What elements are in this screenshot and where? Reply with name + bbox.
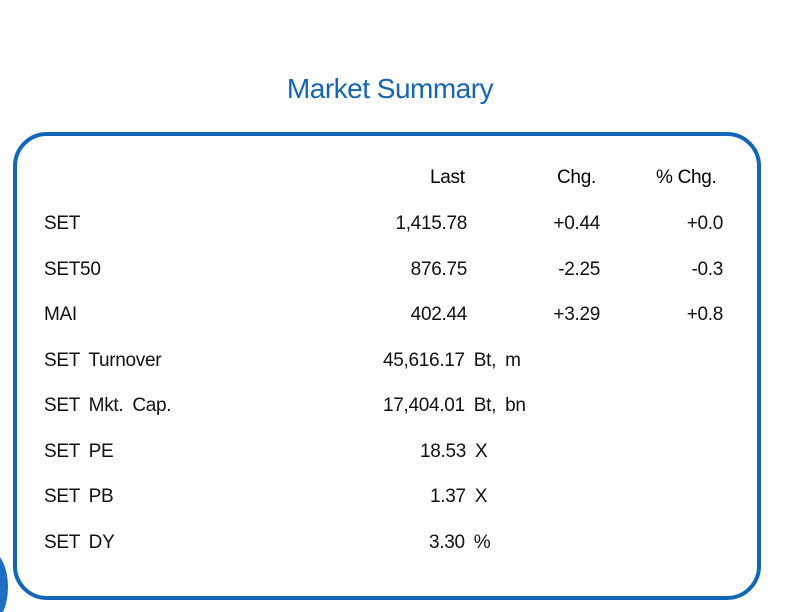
header-pct-chg: % Chg. xyxy=(656,167,717,188)
stat-value: 18.53 X xyxy=(420,441,488,462)
stat-value: 3.30 % xyxy=(429,532,491,553)
stat-name: SET DY xyxy=(44,532,115,553)
stat-value: 1.37 X xyxy=(430,486,488,507)
index-pct-chg: +0.0 xyxy=(686,213,724,234)
stat-name: SET PB xyxy=(44,486,114,507)
index-last: 402.44 xyxy=(410,304,468,325)
page-title: Market Summary xyxy=(286,73,494,104)
index-chg: +0.44 xyxy=(553,213,600,234)
header-chg: Chg. xyxy=(557,167,596,188)
index-last: 876.75 xyxy=(410,259,468,280)
stat-name: SET Turnover xyxy=(44,350,162,371)
stat-value: 45,616.17 Bt, m xyxy=(383,350,521,371)
index-name: SET50 xyxy=(44,259,101,280)
stat-name: SET PE xyxy=(44,441,114,462)
summary-panel xyxy=(13,132,761,600)
index-name: SET xyxy=(44,213,81,234)
index-chg: -2.25 xyxy=(558,259,600,280)
index-name: MAI xyxy=(44,304,77,325)
decorative-corner-shape xyxy=(0,552,8,612)
index-last: 1,415.78 xyxy=(395,213,467,234)
index-pct-chg: -0.3 xyxy=(691,259,723,280)
stat-value: 17,404.01 Bt, bn xyxy=(383,395,526,416)
index-pct-chg: +0.8 xyxy=(686,304,724,325)
index-chg: +3.29 xyxy=(553,304,600,325)
header-last: Last xyxy=(430,167,465,188)
stat-name: SET Mkt. Cap. xyxy=(44,395,172,416)
